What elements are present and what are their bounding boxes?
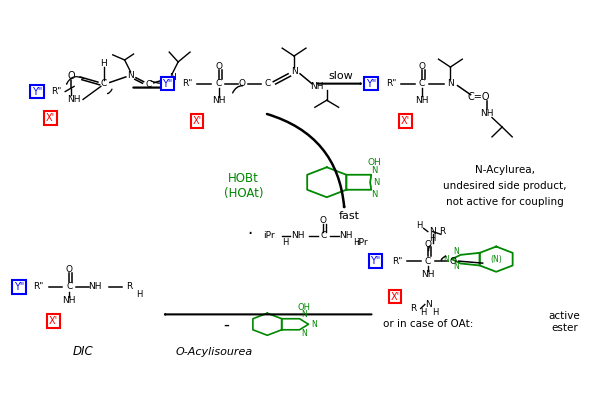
Text: X': X' <box>401 116 410 126</box>
Text: H: H <box>100 60 107 68</box>
Text: N: N <box>429 227 436 236</box>
Text: ·: · <box>247 224 252 242</box>
Text: N: N <box>425 300 433 309</box>
Text: N-Acylurea,: N-Acylurea, <box>475 166 535 176</box>
Text: O-Acylisourea: O-Acylisourea <box>175 347 253 357</box>
Text: C: C <box>419 79 425 88</box>
Text: C: C <box>101 79 107 88</box>
Text: active
ester: active ester <box>548 312 580 333</box>
Text: Y": Y" <box>14 282 24 292</box>
Text: R": R" <box>392 257 402 266</box>
Text: C: C <box>320 231 326 240</box>
Text: iPr: iPr <box>263 231 274 240</box>
Text: R": R" <box>182 79 192 88</box>
Text: Y": Y" <box>32 86 43 96</box>
Text: or in case of OAt:: or in case of OAt: <box>383 319 473 329</box>
Text: NH: NH <box>415 96 428 105</box>
Text: Y": Y" <box>162 79 173 89</box>
Text: NH: NH <box>88 282 101 291</box>
Text: X': X' <box>46 113 55 123</box>
Text: undesired side product,: undesired side product, <box>443 181 567 191</box>
Text: Y": Y" <box>366 79 377 89</box>
Text: C=O: C=O <box>467 92 490 102</box>
Text: N: N <box>454 247 460 256</box>
Text: N: N <box>371 190 377 199</box>
Text: N: N <box>454 262 460 271</box>
Text: X': X' <box>193 116 202 126</box>
Text: C: C <box>145 80 152 89</box>
Text: R: R <box>126 282 133 291</box>
Text: O: O <box>424 240 431 249</box>
Text: not active for coupling: not active for coupling <box>446 197 564 207</box>
Text: O: O <box>215 62 222 71</box>
Text: Y": Y" <box>370 256 380 266</box>
Text: X': X' <box>391 292 400 302</box>
Text: H: H <box>416 221 422 230</box>
Text: O: O <box>418 62 425 71</box>
Text: iPr: iPr <box>356 238 368 247</box>
Text: N: N <box>169 73 176 82</box>
Text: fast: fast <box>339 211 360 221</box>
Text: H: H <box>136 290 143 299</box>
Text: N: N <box>447 79 454 88</box>
Text: NH: NH <box>339 231 353 240</box>
Text: O: O <box>66 265 73 274</box>
Text: (N): (N) <box>490 255 502 264</box>
Text: OH: OH <box>298 303 311 312</box>
Text: NH: NH <box>62 296 76 305</box>
Text: H: H <box>282 238 289 247</box>
Text: H: H <box>353 238 359 247</box>
Text: O: O <box>449 257 456 266</box>
Text: R": R" <box>33 282 44 291</box>
Text: N: N <box>311 320 317 329</box>
Text: X': X' <box>49 316 58 326</box>
Text: N: N <box>443 255 449 264</box>
Text: N: N <box>290 66 298 76</box>
Text: R": R" <box>51 87 61 96</box>
Text: C: C <box>215 79 221 88</box>
Text: slow: slow <box>328 71 353 81</box>
Text: N: N <box>371 166 377 175</box>
Text: H: H <box>420 308 426 317</box>
Text: C: C <box>264 79 271 88</box>
Text: NH: NH <box>421 270 434 280</box>
Text: DIC: DIC <box>73 345 94 358</box>
Text: NH: NH <box>292 231 305 240</box>
Text: NH: NH <box>212 96 226 105</box>
Text: C: C <box>425 257 431 266</box>
Text: C: C <box>66 282 73 291</box>
Text: N: N <box>127 71 134 80</box>
Text: NH: NH <box>310 82 323 91</box>
Text: H: H <box>432 308 438 317</box>
Text: O: O <box>239 79 246 88</box>
Text: N: N <box>373 178 379 187</box>
Text: R: R <box>410 304 416 313</box>
Text: N: N <box>301 329 307 338</box>
Text: H: H <box>430 234 436 243</box>
Text: -: - <box>223 315 229 333</box>
Text: R": R" <box>386 79 396 88</box>
Text: NH: NH <box>67 95 81 104</box>
Text: R: R <box>440 227 446 236</box>
Text: N: N <box>301 310 307 319</box>
Text: NH: NH <box>481 109 494 118</box>
Text: O: O <box>67 71 75 81</box>
Text: HOBt
(HOAt): HOBt (HOAt) <box>224 172 263 200</box>
Text: O: O <box>320 216 326 225</box>
Text: OH: OH <box>367 158 381 167</box>
